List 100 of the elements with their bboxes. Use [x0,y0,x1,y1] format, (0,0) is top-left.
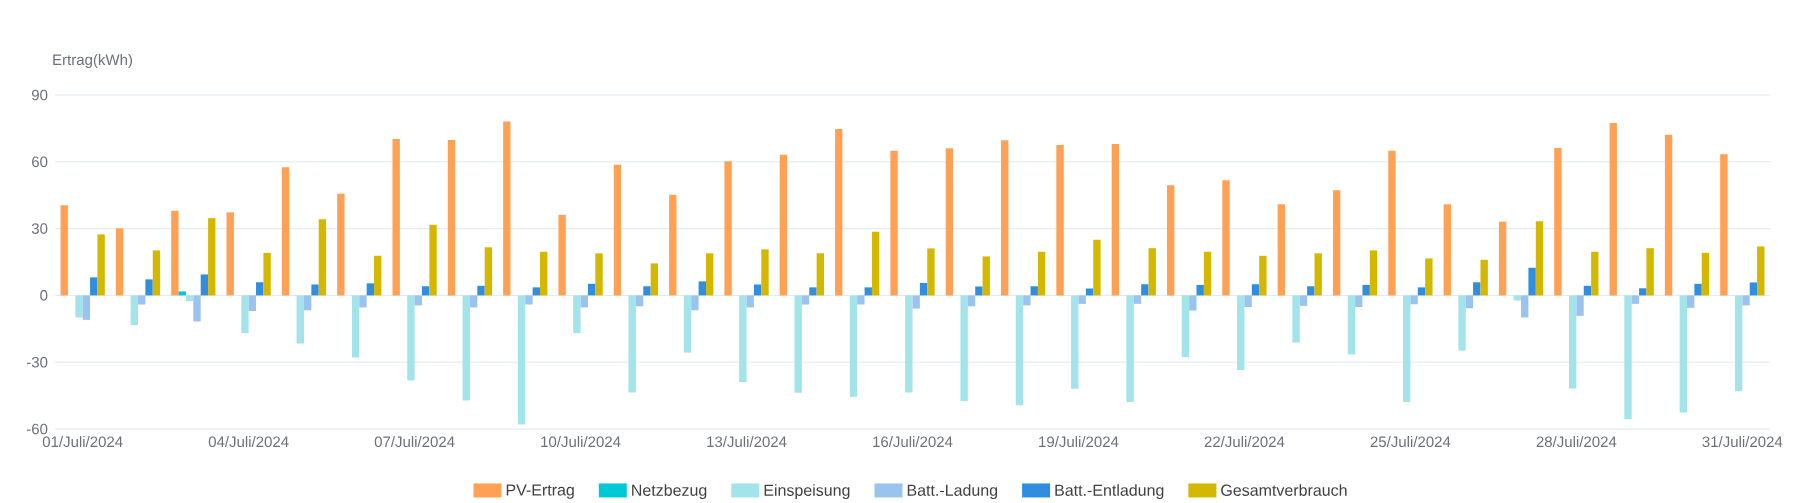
bar [587,283,596,296]
bar [871,231,880,296]
x-tick-label: 13/Juli/2024 [707,436,787,448]
x-tick-label: 28/Juli/2024 [1536,436,1617,448]
bar [1292,295,1300,343]
bar [517,295,526,425]
bar [1023,295,1031,306]
bar [650,263,659,296]
bar [200,274,209,296]
bar [90,277,98,296]
legend-label: Netzbezug [632,484,707,500]
bar [1458,295,1466,351]
bar [643,286,651,296]
bar [1410,295,1418,305]
bar [739,295,747,383]
y-tick-label: 0 [40,290,48,301]
bar [1133,295,1142,304]
bar [540,251,548,296]
bar [746,295,754,308]
legend-label: Gesamtverbrauch [1221,484,1347,496]
bar [558,214,566,296]
x-tick-label: 25/Juli/2024 [1370,436,1451,448]
bar [429,224,437,296]
bar [1576,295,1584,316]
bar [628,295,636,393]
bar [1734,295,1743,392]
bar [1480,259,1488,296]
bar [171,210,179,296]
bar [1030,286,1038,296]
bar [75,295,83,318]
bar [919,282,928,296]
bar [1403,295,1411,403]
bar [60,205,68,296]
x-tick-label: 22/Juli/2024 [1204,436,1285,448]
bar [1757,246,1765,296]
x-tick-label: 01/Juli/2024 [42,436,123,448]
bar [1554,148,1562,296]
bar [263,252,271,296]
bar [303,295,312,311]
bar [1347,295,1356,355]
bar [580,295,588,308]
bar [1332,190,1341,296]
bar [337,193,345,296]
bar [311,284,319,296]
bar [138,295,146,305]
x-tick-label: 07/Juli/2024 [374,436,455,448]
bar [1569,295,1577,389]
bar [698,281,706,296]
legend-label: Batt.-Ladung [907,484,998,500]
x-tick-label: 04/Juli/2024 [208,436,289,448]
bar [1203,251,1212,296]
bar [975,286,983,296]
bar [1148,248,1156,296]
bar [705,253,714,296]
bar [469,295,478,308]
bar [1694,283,1702,296]
bar [613,164,622,296]
bar [241,295,249,334]
bar [691,295,699,311]
bar [1513,295,1522,301]
bar [256,282,264,296]
x-tick-label: 16/Juli/2024 [873,436,953,448]
bar [1111,143,1120,296]
bar [1362,284,1370,296]
bar [1166,185,1175,296]
bar [421,286,430,296]
bar [392,139,400,296]
y-tick-label: 90 [31,89,48,101]
bar [890,150,898,296]
bar [208,218,216,296]
bar [1015,295,1024,406]
bar [1071,295,1079,389]
x-tick-label: 31/Juli/2024 [1702,436,1783,448]
bar [1355,295,1363,307]
bar [462,295,470,401]
bar [1417,287,1426,296]
bar [1189,295,1197,311]
bar [130,295,138,326]
bar [152,250,161,296]
bar [1085,288,1094,296]
bar [1742,295,1750,306]
bar [145,279,153,296]
bar [1001,140,1009,296]
bar [816,253,824,296]
bar [1535,221,1544,296]
bar [97,234,105,296]
bar [761,249,769,296]
bar [1679,295,1688,413]
bar [351,295,360,358]
bar [185,295,194,301]
bar [857,295,865,305]
bar [1639,288,1647,296]
bar [1701,252,1710,296]
bar [683,295,692,353]
bar [982,256,990,296]
bar [1259,255,1267,296]
bar [779,154,788,296]
bar [1126,295,1134,403]
bar [178,291,186,296]
bar [374,255,382,296]
